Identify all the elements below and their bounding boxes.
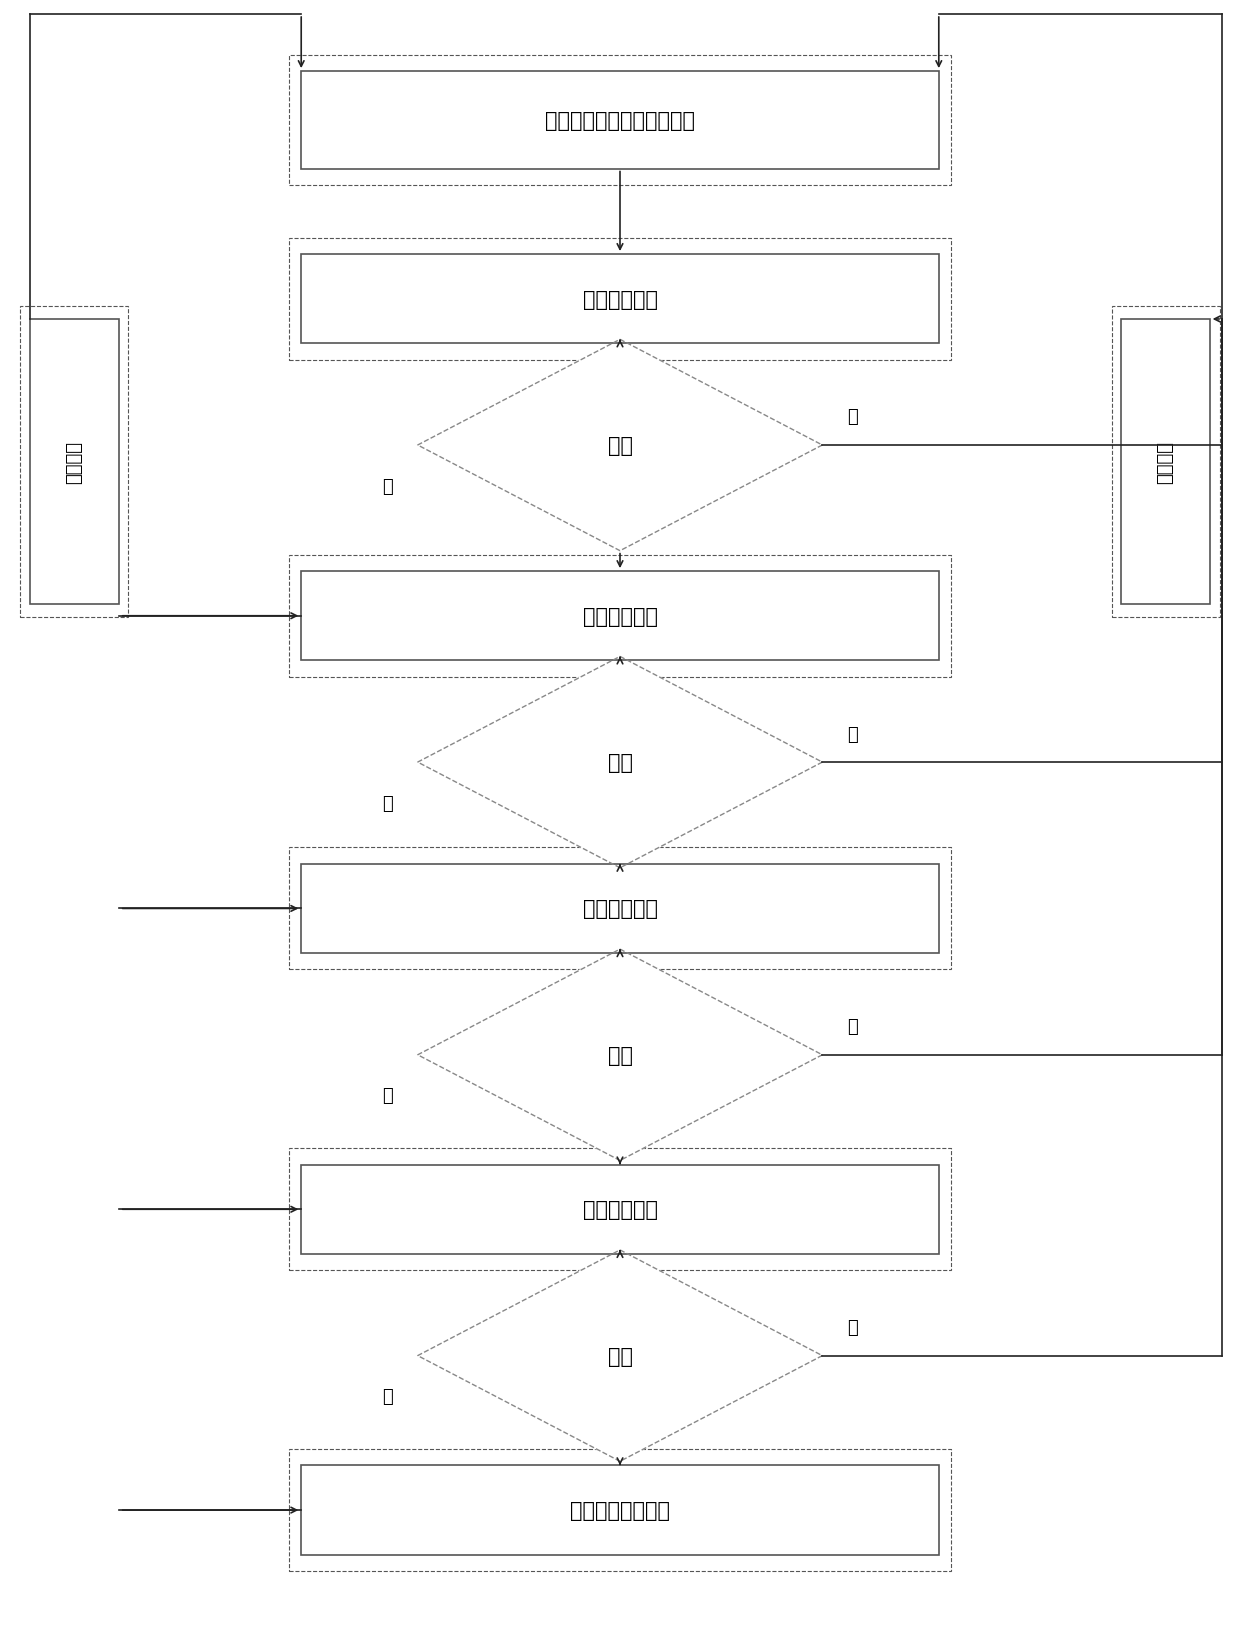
Text: 否: 否: [847, 1318, 858, 1336]
Text: 静压轴承优化设计: 静压轴承优化设计: [570, 1500, 670, 1519]
Polygon shape: [418, 949, 822, 1160]
Bar: [1121, 320, 1210, 605]
Bar: [301, 1165, 939, 1254]
Bar: [289, 556, 951, 677]
Text: 是: 是: [382, 795, 393, 813]
Text: 是: 是: [382, 1388, 393, 1405]
Bar: [301, 1465, 939, 1555]
Text: 否: 否: [847, 1018, 858, 1036]
Text: 否: 否: [847, 408, 858, 426]
Bar: [289, 56, 951, 185]
Bar: [30, 320, 119, 605]
Bar: [301, 72, 939, 169]
Text: 静态俼真研究: 静态俼真研究: [583, 290, 657, 310]
Text: 动态试验研究: 动态试验研究: [583, 1200, 657, 1219]
Polygon shape: [418, 657, 822, 869]
Text: 合格: 合格: [608, 1346, 632, 1365]
Bar: [289, 239, 951, 361]
Polygon shape: [418, 1251, 822, 1462]
Bar: [1112, 306, 1220, 618]
Bar: [301, 572, 939, 661]
Text: 是: 是: [382, 477, 393, 495]
Bar: [20, 306, 128, 618]
Text: 动态俼真研究: 动态俼真研究: [583, 898, 657, 919]
Bar: [289, 1449, 951, 1572]
Text: 静态试验研究: 静态试验研究: [583, 606, 657, 626]
Bar: [289, 1149, 951, 1270]
Bar: [301, 864, 939, 954]
Text: 合格: 合格: [608, 752, 632, 772]
Text: 更新设计: 更新设计: [66, 441, 83, 484]
Text: 缩比中空轴式静压轴承初设: 缩比中空轴式静压轴承初设: [546, 111, 694, 131]
Text: 合格: 合格: [608, 436, 632, 456]
Bar: [301, 254, 939, 344]
Polygon shape: [418, 339, 822, 551]
Text: 否: 否: [847, 724, 858, 742]
Text: 合格: 合格: [608, 1046, 632, 1065]
Text: 更改初计: 更改初计: [1157, 441, 1174, 484]
Text: 是: 是: [382, 1087, 393, 1105]
Bar: [289, 847, 951, 970]
